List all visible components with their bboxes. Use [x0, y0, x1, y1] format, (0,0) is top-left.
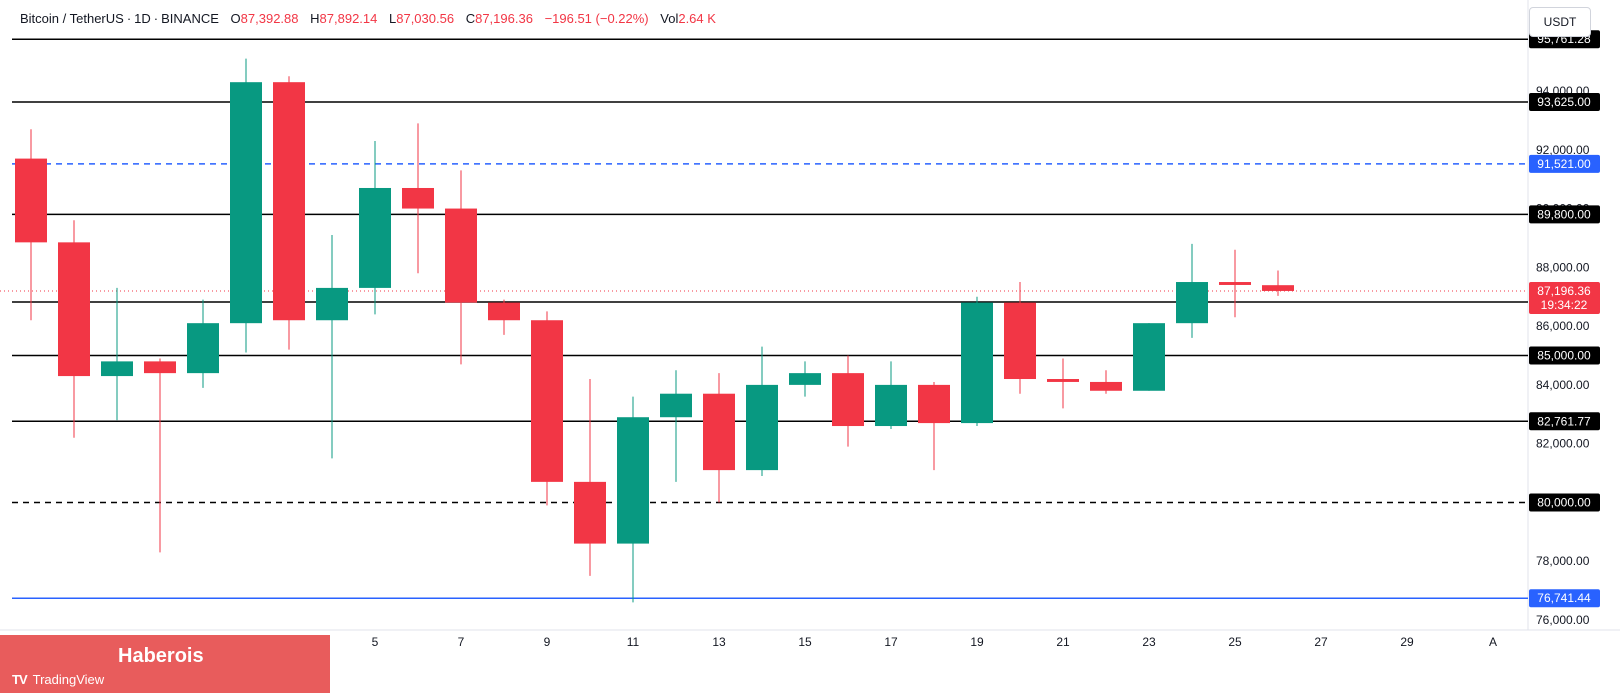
level-price-label: 89,800.00	[1537, 207, 1591, 221]
y-tick-label: 92,000.00	[1536, 143, 1590, 157]
tradingview-logo: TV TradingView	[12, 672, 104, 687]
y-tick-label: 88,000.00	[1536, 260, 1590, 274]
tradingview-label: TradingView	[32, 672, 105, 687]
candle-body	[1219, 282, 1251, 285]
level-price-tag	[1529, 93, 1600, 112]
chart-header: Bitcoin / TetherUS · 1D · BINANCE O87,392.88…	[20, 11, 716, 26]
watermark-banner: Haberois TV TradingView	[0, 635, 330, 693]
candle-body	[101, 361, 133, 377]
candle-body	[875, 384, 907, 427]
y-tick-label: 78,000.00	[1536, 554, 1590, 568]
level-price-tag	[1529, 589, 1600, 608]
low-value: 87,030.56	[396, 11, 455, 26]
header-separator: ·	[126, 11, 132, 26]
x-tick-label: 15	[798, 635, 812, 649]
x-tick-label: 19	[970, 635, 984, 649]
level-price-label: 93,625.00	[1537, 95, 1591, 109]
close-value: 87,196.36	[475, 11, 533, 26]
candle-body	[273, 82, 305, 321]
candle-body	[961, 302, 993, 424]
level-price-label: 91,521.00	[1537, 157, 1591, 171]
candle-body	[617, 417, 649, 544]
currency-button[interactable]: USDT	[1529, 7, 1591, 37]
bar-countdown-label: 19:34:22	[1541, 298, 1588, 312]
candle-body	[15, 158, 47, 243]
candle-body	[703, 393, 735, 471]
current-price-label: 87,196.36	[1537, 284, 1591, 298]
open-value: 87,392.88	[240, 11, 299, 26]
candle-body	[789, 373, 821, 385]
candle-body	[230, 82, 262, 324]
candle-body	[187, 323, 219, 374]
volume-value: 2.64 K	[678, 11, 716, 26]
x-tick-label: 27	[1314, 635, 1328, 649]
y-tick-label: 82,000.00	[1536, 437, 1590, 451]
header-separator: ·	[153, 11, 159, 26]
candle-body	[574, 481, 606, 544]
level-price-label: 85,000.00	[1537, 349, 1591, 363]
candle-body	[918, 384, 950, 424]
y-tick-label: 76,000.00	[1536, 613, 1590, 627]
x-tick-label: 25	[1228, 635, 1242, 649]
x-tick-label: 7	[458, 635, 465, 649]
candle-body	[1176, 282, 1208, 324]
tradingview-icon: TV	[12, 672, 28, 687]
x-tick-label: 11	[627, 635, 640, 649]
candle-body	[1262, 285, 1294, 291]
candle-body	[1090, 381, 1122, 391]
close-label: C	[465, 11, 476, 26]
low-label: L	[389, 11, 397, 26]
level-price-tag	[1529, 205, 1600, 224]
level-price-tag	[1529, 154, 1600, 173]
candle-body	[58, 242, 90, 377]
high-label: H	[310, 11, 320, 26]
candle-body	[359, 187, 391, 288]
x-tick-label: 9	[544, 635, 551, 649]
level-price-label: 82,761.77	[1537, 414, 1591, 428]
high-value: 87,892.14	[319, 11, 378, 26]
candle-body	[660, 393, 692, 418]
change-value: −196.51 (−0.22%)	[544, 11, 649, 26]
candle-body	[488, 302, 520, 321]
candle-body	[531, 320, 563, 482]
level-price-tag	[1529, 493, 1600, 512]
y-tick-label: 84,000.00	[1536, 378, 1590, 392]
x-tick-label: 29	[1400, 635, 1414, 649]
candle-body	[746, 384, 778, 471]
watermark-brand: Haberois	[118, 645, 204, 667]
x-tick-label: 13	[712, 635, 726, 649]
candle-body	[445, 208, 477, 303]
level-price-label: 80,000.00	[1537, 495, 1591, 509]
exchange: BINANCE	[161, 11, 219, 26]
current-price-tag	[1529, 281, 1600, 314]
candle-body	[316, 287, 348, 321]
x-tick-label: 17	[884, 635, 898, 649]
volume-label: Vol	[660, 11, 679, 26]
x-tick-label: 21	[1056, 635, 1070, 649]
candle-body	[144, 361, 176, 374]
symbol-name[interactable]: Bitcoin / TetherUS	[20, 11, 124, 26]
candle-body	[832, 373, 864, 427]
x-tick-label: A	[1489, 635, 1497, 649]
open-label: O	[230, 11, 241, 26]
candle-body	[1004, 302, 1036, 380]
x-tick-label: 23	[1142, 635, 1156, 649]
x-tick-label: 5	[372, 635, 379, 649]
y-tick-label: 86,000.00	[1536, 319, 1590, 333]
interval[interactable]: 1D	[134, 11, 151, 26]
candle-body	[1047, 379, 1079, 382]
candle-body	[1133, 323, 1165, 391]
level-price-label: 76,741.44	[1537, 591, 1591, 605]
level-price-tag	[1529, 412, 1600, 431]
candle-body	[402, 187, 434, 209]
level-price-tag	[1529, 346, 1600, 365]
